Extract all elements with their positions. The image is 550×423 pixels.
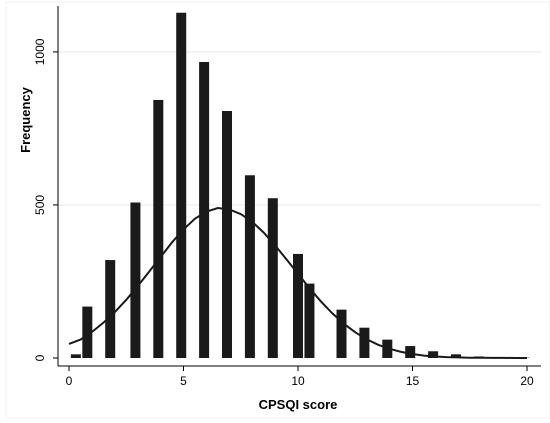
x-tick-label: 20	[520, 374, 534, 388]
y-tick-label: 500	[33, 195, 47, 215]
x-axis-title: CPSQI score	[259, 397, 338, 412]
histogram-bar	[304, 283, 315, 358]
histogram-bar	[153, 99, 164, 359]
histogram-bar	[267, 198, 278, 358]
histogram-bar	[244, 175, 255, 358]
x-tick-label: 5	[180, 374, 187, 388]
histogram-bar	[359, 327, 370, 358]
histogram-bar	[199, 62, 210, 358]
x-ticks: 0 5 10 15 20	[66, 366, 534, 388]
x-tick-label: 15	[406, 374, 420, 388]
figure-frame	[5, 1, 550, 419]
histogram-bar	[82, 306, 93, 358]
histogram-bar	[293, 253, 303, 358]
histogram-bar	[428, 351, 439, 358]
histogram-bar	[405, 346, 416, 358]
density-curve	[68, 206, 527, 359]
histogram-bar	[105, 260, 116, 358]
axes	[57, 6, 541, 367]
x-tick-label: 10	[291, 374, 305, 388]
histogram-bar	[130, 202, 141, 358]
y-axis-title: Frequency	[18, 86, 33, 153]
y-tick-label: 1000	[33, 38, 47, 65]
histogram-bar	[336, 309, 347, 358]
histogram-bar	[451, 354, 462, 358]
histogram-bar	[176, 12, 187, 358]
y-tick-label: 0	[33, 354, 47, 361]
histogram-bar	[70, 354, 81, 358]
y-ticks: 0 500 1000	[33, 38, 58, 361]
histogram-bar	[222, 110, 233, 358]
x-tick-label: 0	[66, 374, 73, 388]
